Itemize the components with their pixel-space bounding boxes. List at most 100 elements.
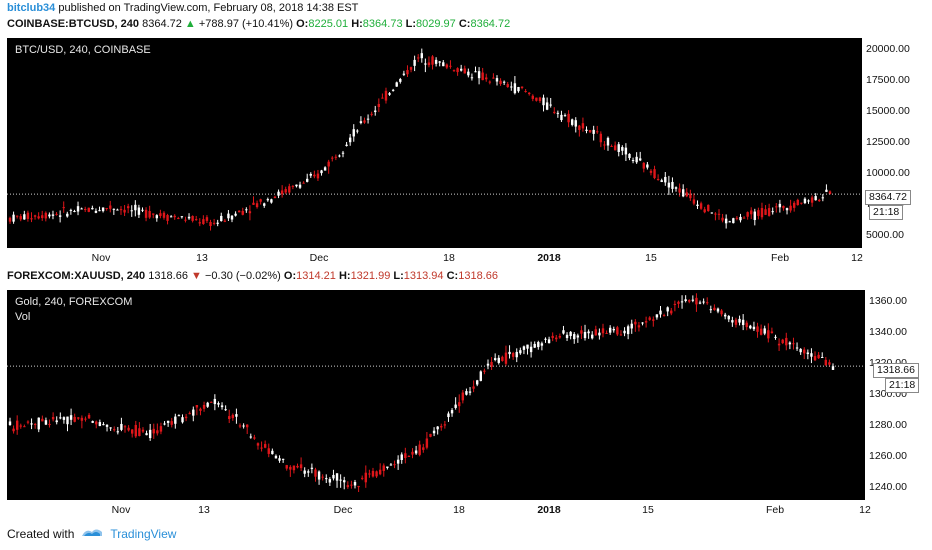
candle-body [44, 212, 48, 219]
candle-body [245, 424, 249, 428]
candle-body [757, 210, 760, 216]
y-tick-label: 5000.00 [866, 228, 904, 241]
candle-body [407, 455, 411, 457]
candle-body [314, 469, 317, 477]
candle-body [709, 309, 713, 311]
candle-body [59, 417, 62, 419]
candle-body [69, 415, 73, 420]
candle-body [116, 209, 119, 211]
candle-body [795, 347, 799, 349]
candle-body [610, 146, 613, 148]
candle-body [280, 190, 284, 195]
candle-body [220, 215, 223, 222]
candle-body [66, 416, 69, 425]
down-arrow-icon: ▼ [191, 270, 202, 282]
candle-body [8, 217, 12, 222]
candle-body [55, 420, 58, 423]
candle-body [73, 416, 76, 422]
candle-body [821, 197, 825, 199]
candle-body [806, 352, 810, 355]
candle-body [734, 319, 738, 325]
candle-body [152, 428, 155, 434]
candle-body [660, 180, 663, 183]
tradingview-brand[interactable]: TradingView [110, 526, 177, 541]
candle-body [807, 200, 810, 202]
candle-body [328, 479, 332, 483]
candle-body [370, 113, 373, 115]
candle-body [235, 414, 238, 417]
candle-body [591, 334, 594, 339]
candle-body [73, 210, 76, 212]
btc-high: 8364.73 [362, 18, 403, 30]
candle-body [409, 67, 413, 70]
candle-body [574, 120, 577, 127]
candle-body [562, 330, 565, 334]
candle-body [750, 210, 753, 215]
candle-body [429, 433, 432, 437]
candle-body [291, 185, 295, 187]
candle-body [502, 81, 506, 83]
candle-body [692, 199, 696, 204]
candle-body [799, 348, 802, 353]
btc-close: 8364.72 [470, 18, 511, 30]
candle-body [348, 137, 352, 143]
candle-body [62, 417, 66, 420]
candle-body [411, 451, 414, 455]
candle-body [12, 214, 15, 222]
candle-body [310, 467, 314, 469]
candle-body [817, 354, 820, 359]
candle-body [570, 119, 574, 125]
candle-body [749, 325, 752, 329]
candle-body [288, 186, 291, 193]
candle-body [810, 353, 813, 357]
candle-body [252, 202, 255, 205]
candle-body [267, 448, 270, 454]
gold-low: 1313.94 [403, 270, 444, 282]
candle-body [785, 208, 789, 211]
candle-body [603, 144, 606, 146]
candle-body [619, 334, 623, 336]
candle-body [526, 344, 529, 349]
candle-body [130, 429, 134, 434]
y-tick-label: 1280.00 [869, 418, 907, 431]
candle-body [458, 402, 461, 407]
btc-candles [7, 48, 862, 231]
btc-h-label: H: [351, 18, 363, 30]
candle-body [169, 216, 173, 218]
candle-body [497, 357, 500, 363]
candle-body [181, 417, 184, 423]
candle-body [91, 421, 94, 423]
candle-body [338, 155, 341, 157]
candle-body [599, 133, 603, 143]
candle-body [205, 217, 209, 221]
candle-body [778, 203, 782, 208]
candle-body [241, 210, 244, 215]
candle-body [141, 429, 145, 432]
x-tick-label: 2018 [537, 252, 561, 264]
candle-body [617, 144, 620, 152]
candle-body [605, 332, 608, 334]
candle-body [33, 215, 37, 217]
candle-body [781, 339, 784, 344]
btc-chart-area[interactable]: BTC/USD, 240, COINBASE [7, 38, 862, 248]
up-arrow-icon: ▲ [184, 18, 196, 30]
candle-body [454, 404, 457, 408]
candle-body [76, 206, 80, 212]
gold-chart-area[interactable]: Gold, 240, FOREXCOM Vol [7, 290, 865, 500]
candle-body [767, 330, 770, 339]
candle-body [732, 218, 735, 224]
candle-body [95, 421, 98, 425]
candle-body [278, 458, 281, 461]
y-tick-label: 1360.00 [869, 295, 907, 308]
candle-body [166, 420, 170, 423]
candle-body [396, 459, 400, 464]
candle-body [831, 366, 835, 370]
candle-body [295, 184, 298, 187]
tradingview-logo-icon[interactable] [80, 526, 104, 541]
candle-body [587, 331, 590, 334]
candle-body [296, 465, 299, 468]
publisher-name[interactable]: bitclub34 [7, 2, 56, 14]
candle-body [309, 173, 312, 176]
candle-body [413, 59, 416, 66]
btc-low: 8029.97 [416, 18, 456, 30]
